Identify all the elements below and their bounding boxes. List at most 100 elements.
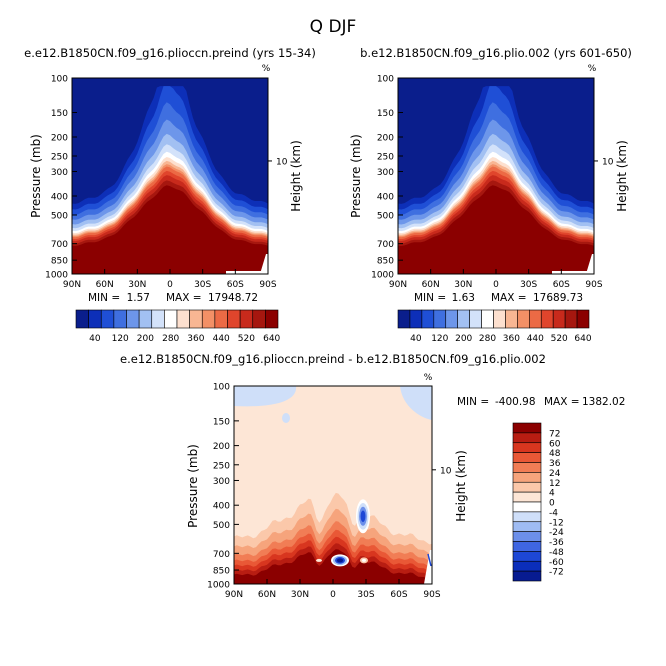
colorbar-label: 200 [455,334,472,344]
colorbar-cell [227,309,241,329]
x-tick-label: 60N [422,280,440,290]
y-tick-label: 300 [213,477,230,487]
colorbar-cell [512,452,542,463]
x-tick-label: 30S [357,590,374,600]
y2-tick-label: 10 [440,466,452,476]
max-value: 17948.72 [208,292,258,304]
x-tick-label: 60S [227,280,244,290]
y-tick-label: 150 [377,109,394,119]
colorbar-cell [512,511,542,523]
colorbar-label: -24 [549,528,564,538]
colorbar-cell [512,481,542,493]
colorbar-cell [421,309,435,329]
y-tick-label: 400 [377,193,394,203]
min-label: MIN = [457,396,489,408]
y-tick-label: 200 [51,134,68,144]
colorbar-cell [75,309,89,329]
colorbar-label: 60 [549,439,561,449]
colorbar-label: -36 [549,538,564,548]
max-value: 1382.02 [582,396,625,408]
anomaly-blob [336,558,344,563]
colorbar-cell [265,309,279,329]
y-tick-label: 250 [213,461,230,471]
x-tick-label: 90S [423,590,440,600]
y-tick-label: 500 [377,211,394,221]
y-tick-label: 850 [51,257,68,267]
max-value: 17689.73 [533,292,583,304]
colorbar-label: 440 [213,334,230,344]
y-tick-label: 1000 [207,581,230,591]
y-tick-label: 100 [377,75,394,85]
colorbar-label: 36 [549,459,561,469]
colorbar-cell [512,491,542,503]
contour-band [234,386,297,407]
min-value: -400.98 [495,396,536,408]
colorbar-cell [252,309,266,329]
contour-band [400,386,432,420]
y2-axis-label: Height (km) [615,140,629,211]
colorbar-cell [201,309,216,329]
colorbar-label: 48 [549,449,561,459]
topography [260,254,268,274]
colorbar-cell [100,309,115,329]
colorbar-label: 72 [549,429,560,439]
colorbar-cell [512,541,542,552]
colorbar-label: 280 [162,334,179,344]
colorbar-cell [529,309,542,329]
y2-unit: % [424,373,433,383]
colorbar-label: -4 [549,508,558,518]
colorbar-label: 360 [503,334,520,344]
y2-tick-label: 10 [602,157,614,167]
colorbar-label: 40 [89,334,101,344]
colorbar-label: 0 [549,499,555,509]
colorbar-cell [512,551,542,562]
colorbar-label: 520 [551,334,568,344]
colorbar-cell [457,309,470,329]
y-tick-label: 150 [213,417,230,427]
y-tick-label: 400 [213,502,230,512]
colorbar-cell [512,570,542,582]
colorbar-cell [397,309,411,329]
y-tick-label: 200 [377,134,394,144]
colorbar-cell [512,560,542,572]
max-label: MAX = [544,396,580,408]
anomaly-blob [362,558,366,562]
x-tick-label: 30N [454,280,472,290]
contour-band [282,413,290,423]
y-tick-label: 500 [51,211,68,221]
min-value: 1.63 [452,292,475,304]
colorbar-cell [176,309,190,329]
y-tick-label: 150 [51,109,68,119]
x-tick-label: 90N [225,590,243,600]
colorbar-label: 200 [137,334,154,344]
colorbar-cell [505,309,518,329]
y-tick-label: 1000 [371,271,394,281]
y2-tick-label: 10 [276,157,288,167]
x-tick-label: 60N [258,590,276,600]
colorbar-cell [512,501,542,513]
colorbar-cell [512,472,542,483]
colorbar-cell [540,309,554,329]
colorbar-cell [113,309,127,329]
y2-axis-label: Height (km) [454,450,468,521]
topography [552,271,594,274]
contour-band [72,185,268,274]
colorbar-label: 280 [479,334,496,344]
y-tick-label: 100 [51,75,68,85]
y-tick-label: 100 [213,383,230,393]
colorbar-cell [239,309,254,329]
y-tick-label: 700 [51,240,68,250]
panel-title: e.e12.B1850CN.f09_g16.plioccn.preind (yr… [24,46,316,60]
panel-plio: b.e12.B1850CN.f09_g16.plio.002 (yrs 601-… [349,46,632,344]
y-axis-label: Pressure (mb) [29,134,43,218]
max-label: MAX = [166,292,202,304]
colorbar-label: -48 [549,548,564,558]
y2-unit: % [588,64,597,74]
x-tick-label: 30N [291,590,309,600]
colorbar-cell [433,309,447,329]
y-tick-label: 300 [51,168,68,178]
colorbar-cell [564,309,578,329]
colorbar-cell [88,309,102,329]
topography [586,254,594,274]
colorbar-label: 640 [263,334,280,344]
